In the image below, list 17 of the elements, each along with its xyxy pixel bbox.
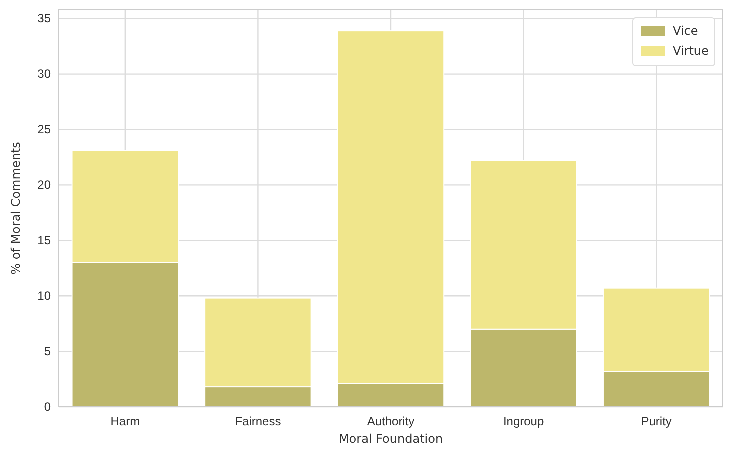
y-axis-title: % of Moral Comments	[9, 142, 23, 275]
x-tick-label: Ingroup	[503, 414, 544, 429]
y-tick-label: 20	[38, 178, 52, 192]
legend-label: Virtue	[673, 44, 709, 58]
y-tick-label: 5	[44, 344, 52, 358]
x-tick-label: Fairness	[235, 414, 282, 429]
x-tick-label: Purity	[641, 414, 672, 429]
y-tick-label: 30	[38, 67, 52, 82]
y-tick-label: 15	[38, 234, 52, 248]
x-axis-title: Moral Foundation	[338, 432, 444, 446]
y-tick-label: 10	[38, 288, 52, 303]
y-tick-label: 0	[44, 400, 52, 414]
y-tick-label: 25	[38, 122, 52, 137]
x-tick-label: Authority	[367, 414, 415, 429]
legend-label: Vice	[673, 24, 698, 38]
x-tick-label: Harm	[110, 414, 140, 429]
y-tick-label: 35	[38, 12, 52, 26]
